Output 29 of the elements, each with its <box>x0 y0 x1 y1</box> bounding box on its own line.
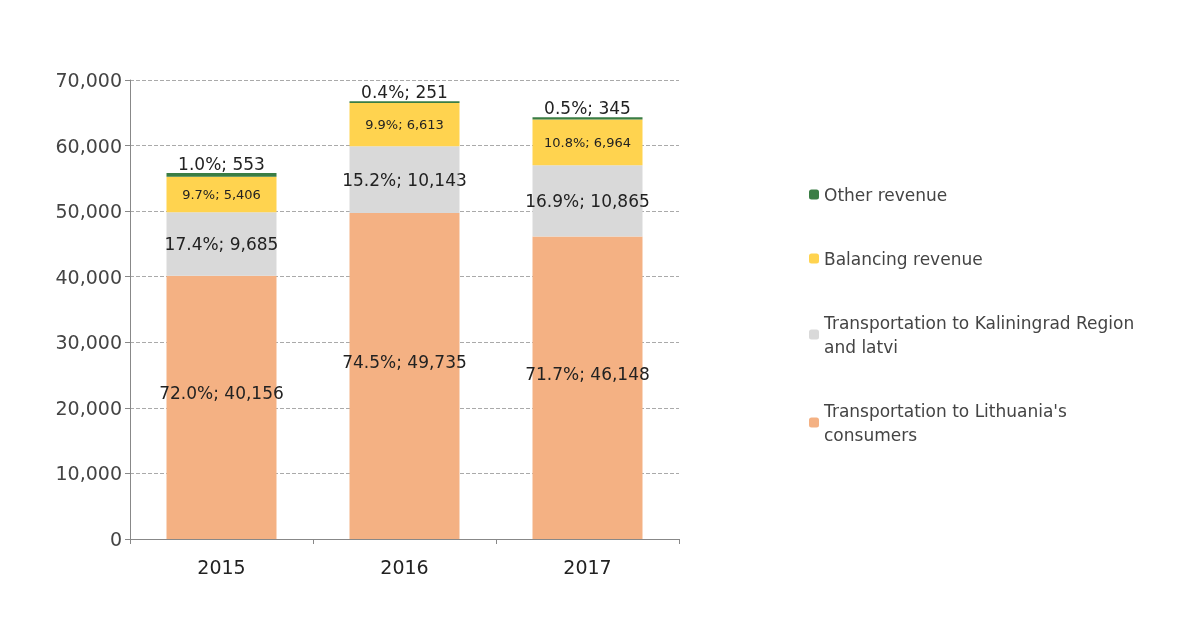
y-tick-label: 60,000 <box>55 134 122 157</box>
bar <box>166 176 277 213</box>
y-tick-label: 70,000 <box>55 69 122 91</box>
y-tick-label: 40,000 <box>55 265 122 288</box>
data-label: 15.2%; 10,143 <box>342 169 467 190</box>
bar <box>166 173 277 177</box>
data-label: 9.9%; 6,613 <box>365 117 444 133</box>
y-tick-label: 0 <box>109 528 122 550</box>
data-label: 9.7%; 5,406 <box>182 186 261 202</box>
data-label: 1.0%; 553 <box>178 153 265 174</box>
x-tick-label: 2015 <box>197 555 246 578</box>
y-tick-label: 10,000 <box>55 462 122 485</box>
y-tick-label: 30,000 <box>55 331 122 354</box>
bar <box>349 103 460 147</box>
legend-label: Balancing revenue <box>824 248 983 269</box>
data-label: 17.4%; 9,685 <box>164 233 279 254</box>
bar <box>532 119 643 166</box>
data-label: 0.4%; 251 <box>361 81 448 102</box>
data-label: 0.5%; 345 <box>544 97 631 118</box>
y-tick-label: 50,000 <box>55 200 122 223</box>
x-tick-label: 2017 <box>563 555 612 578</box>
x-tick-label: 2016 <box>380 555 429 578</box>
legend-label: Other revenue <box>824 184 948 205</box>
bar <box>166 212 277 276</box>
y-tick-label: 20,000 <box>55 396 122 419</box>
data-label: 16.9%; 10,865 <box>525 190 650 211</box>
legend-label: Transportation to Lithuania's consumers <box>823 400 1073 445</box>
data-label: 10.8%; 6,964 <box>543 134 632 150</box>
legend-label: Transportation to Kaliningrad Region and latvi <box>823 312 1140 357</box>
